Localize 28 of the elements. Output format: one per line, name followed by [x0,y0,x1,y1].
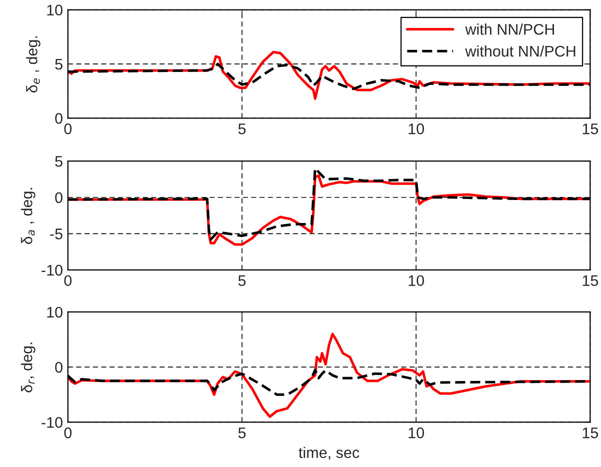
y-tick-label: -5 [50,228,62,240]
y-tick-label: -10 [42,417,62,428]
y-tick-label: 5 [55,59,62,70]
y-tick-label: 5 [55,156,62,167]
y-axis-title: δ$_{a}$ , deg. [21,188,36,244]
x-tick-label: 15 [582,428,598,438]
x-tick-label: 10 [408,123,424,134]
legend-label: with NN/PCH [465,24,554,35]
x-tick-label: 0 [64,275,72,286]
y-tick-label: 10 [47,4,62,16]
x-tick-label: 15 [582,275,598,286]
y-tick-label: 0 [55,192,62,204]
y-tick-label: 10 [47,306,62,318]
x-tick-label: 5 [238,428,246,438]
y-axis-title: δ$_{r}$, deg. [21,342,36,392]
y-axis-title: δ$_{e}$ , deg. [26,36,40,92]
x-tick-label: 5 [238,275,246,286]
y-tick-label: 0 [55,362,62,373]
x-tick-label: 15 [582,124,598,134]
x-tick-label: 10 [408,427,424,438]
x-tick-label: 5 [238,124,246,134]
x-axis-title: time, sec [298,446,360,460]
y-tick-label: -10 [42,264,62,276]
y-tick-label: 0 [55,113,62,124]
x-tick-label: 0 [64,123,72,134]
legend-label: without NN/PCH [465,45,576,57]
x-tick-label: 10 [408,275,424,286]
x-tick-label: 0 [64,427,72,438]
